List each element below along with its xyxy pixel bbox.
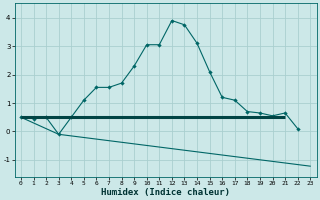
X-axis label: Humidex (Indice chaleur): Humidex (Indice chaleur) [101,188,230,197]
